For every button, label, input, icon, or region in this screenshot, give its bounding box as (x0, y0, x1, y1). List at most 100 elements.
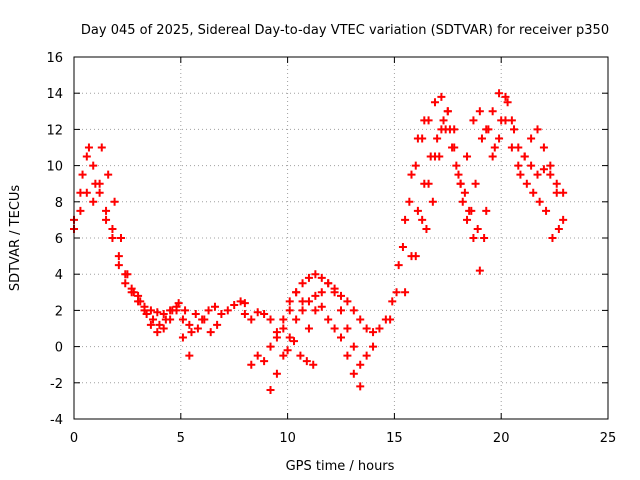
data-point (298, 306, 307, 315)
data-point (356, 360, 365, 369)
data-point (450, 125, 459, 134)
data-point (91, 179, 100, 188)
data-point (324, 315, 333, 324)
x-tick-label: 0 (70, 431, 78, 446)
data-point (304, 297, 313, 306)
data-point (546, 161, 555, 170)
data-point (317, 273, 326, 282)
data-point (304, 273, 313, 282)
data-point (548, 234, 557, 242)
y-tick-label: 2 (55, 304, 63, 319)
data-point (398, 243, 407, 252)
data-point (200, 315, 209, 324)
data-point (240, 310, 249, 319)
data-point (484, 125, 493, 134)
data-point (552, 179, 561, 188)
data-point (302, 357, 311, 366)
data-point (520, 152, 529, 161)
data-point (290, 337, 299, 346)
data-point (89, 197, 98, 206)
data-point (142, 310, 151, 319)
data-point (114, 252, 123, 261)
data-point (168, 306, 177, 315)
data-point (279, 324, 288, 333)
series-track-5 (247, 279, 378, 369)
data-point (477, 134, 486, 143)
data-point (418, 215, 427, 224)
data-point (89, 161, 98, 170)
data-point (311, 306, 320, 315)
data-point (441, 125, 450, 134)
data-point (108, 224, 117, 233)
data-point (304, 324, 313, 333)
data-point (260, 357, 269, 366)
data-point (418, 134, 427, 143)
data-point (292, 288, 301, 297)
data-point (456, 179, 465, 188)
data-point (411, 252, 420, 261)
data-point (349, 342, 358, 351)
data-point (285, 297, 294, 306)
data-point (362, 351, 371, 360)
data-point (159, 310, 168, 319)
data-point (435, 152, 444, 161)
data-point (317, 288, 326, 297)
data-point (324, 279, 333, 288)
data-point (247, 315, 256, 324)
data-point (337, 291, 345, 300)
data-point (510, 125, 519, 134)
data-point (330, 288, 339, 297)
data-point (181, 306, 190, 315)
data-point (116, 234, 125, 242)
data-point (104, 170, 113, 179)
data-point (507, 143, 516, 152)
y-tick-label: -4 (50, 413, 63, 428)
data-point (469, 116, 478, 125)
data-point (102, 215, 111, 224)
data-point (527, 134, 536, 143)
data-point (330, 324, 339, 333)
data-point (424, 179, 433, 188)
series-track-9 (401, 98, 568, 297)
data-point (388, 297, 397, 306)
data-point (460, 188, 469, 197)
data-point (522, 179, 531, 188)
data-point (178, 333, 187, 342)
data-point (369, 342, 378, 351)
data-point (178, 315, 187, 324)
data-point (401, 288, 410, 297)
data-point (134, 291, 143, 300)
y-tick-label: 16 (46, 51, 63, 66)
data-point (448, 143, 457, 152)
data-point (405, 197, 414, 206)
data-layer (70, 89, 568, 395)
data-point (108, 234, 117, 242)
x-axis-label: GPS time / hours (286, 459, 395, 474)
x-tick-label: 25 (600, 431, 617, 446)
data-point (386, 315, 395, 324)
data-point (272, 369, 281, 378)
data-point (469, 234, 478, 242)
data-point (146, 320, 155, 329)
data-point (463, 152, 472, 161)
x-tick-label: 10 (279, 431, 296, 446)
data-point (76, 206, 85, 215)
series-track-3 (78, 143, 222, 337)
data-point (343, 324, 352, 333)
data-point (253, 351, 262, 360)
data-point (401, 215, 410, 224)
data-point (407, 170, 416, 179)
data-point (452, 161, 461, 170)
data-point (78, 170, 87, 179)
y-tick-label: 14 (46, 87, 63, 102)
data-point (392, 288, 401, 297)
y-tick-label: 10 (46, 160, 63, 175)
data-point (349, 306, 358, 315)
data-point (411, 161, 420, 170)
series-track-10 (411, 107, 561, 275)
data-point (159, 324, 168, 333)
series-track-7 (283, 337, 318, 369)
data-point (554, 224, 563, 233)
